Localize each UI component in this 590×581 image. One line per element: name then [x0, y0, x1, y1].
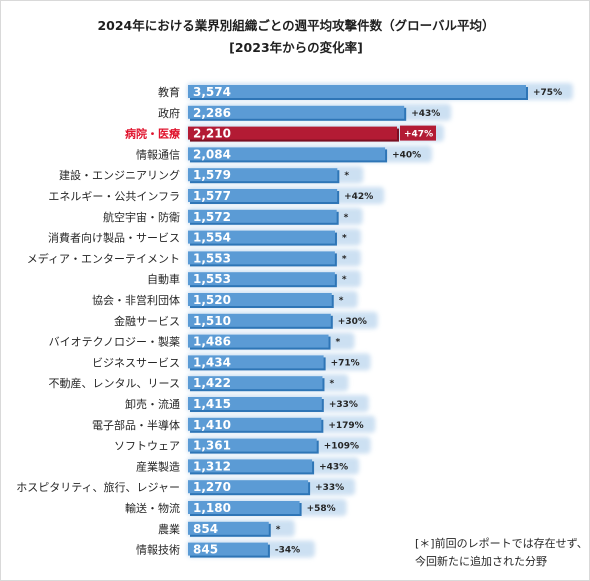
bar [188, 189, 338, 202]
change-label: * [342, 254, 347, 264]
bar [188, 230, 335, 244]
value-label: 1,520 [193, 293, 231, 307]
change-label: +58% [307, 504, 336, 514]
value-label: 2,210 [193, 127, 231, 141]
change-label: +43% [411, 109, 440, 119]
bar [188, 334, 329, 348]
category-label: 卸売・流通 [125, 397, 180, 411]
category-label: バイオテクノロジー・製薬 [49, 335, 180, 349]
change-label: * [339, 296, 344, 306]
category-label: メディア・エンターテイメント [27, 251, 180, 265]
value-label: 1,361 [193, 439, 231, 453]
category-label: 農業 [158, 522, 180, 536]
category-label: 金融サービス [114, 314, 180, 328]
value-label: 1,553 [193, 272, 231, 286]
bar [188, 480, 309, 494]
value-label: 1,579 [193, 168, 231, 182]
change-label: +43% [319, 462, 348, 472]
chart-subtitle: [2023年からの変化率] [229, 40, 363, 55]
change-label: +42% [344, 192, 373, 202]
bar [188, 417, 322, 431]
change-label: +33% [315, 483, 344, 493]
bar [188, 438, 317, 452]
category-label: 自動車 [147, 272, 180, 286]
change-label: * [342, 234, 347, 244]
value-label: 854 [193, 522, 218, 536]
category-label: ソフトウェア [114, 440, 180, 453]
category-label: 輸送・物流 [125, 501, 180, 515]
change-label: -34% [275, 546, 300, 556]
bar [188, 293, 332, 306]
category-label: 情報通信 [136, 148, 180, 161]
value-label: 1,434 [193, 355, 231, 369]
category-label: 消費者向け製品・サービス [48, 231, 180, 245]
value-label: 1,415 [193, 397, 231, 411]
category-label: 政府 [158, 106, 180, 120]
footnote-line-2: 今回新たに追加された分野 [415, 555, 547, 568]
category-label: 協会・非営利団体 [92, 293, 180, 307]
bar [188, 105, 405, 119]
category-label: ビジネスサービス [92, 356, 180, 369]
bar [188, 459, 313, 473]
value-label: 1,180 [193, 501, 231, 515]
value-label: 3,574 [193, 85, 231, 99]
bar [188, 376, 323, 390]
value-label: 1,422 [193, 376, 231, 390]
value-label: 1,312 [193, 459, 231, 473]
bar [188, 355, 324, 369]
change-label: +30% [338, 317, 367, 327]
change-label: +47% [404, 130, 433, 140]
change-label: +40% [392, 150, 421, 160]
change-label-bg [400, 125, 437, 141]
change-label: * [342, 275, 347, 285]
chart-title: 2024年における業界別組織ごとの週平均攻撃件数（グローバル平均） [97, 18, 495, 33]
bar [188, 542, 268, 556]
category-label: 情報技術 [136, 544, 180, 557]
category-label: 建設・エンジニアリング [59, 168, 180, 182]
value-label: 1,554 [193, 231, 231, 245]
category-label: 不動産、レンタル、リース [49, 376, 180, 390]
bar [188, 272, 335, 286]
category-label: 航空宇宙・防衛 [103, 210, 180, 224]
change-label: * [329, 379, 334, 389]
value-label: 1,270 [193, 480, 231, 494]
change-label: * [344, 213, 349, 223]
value-label: 1,553 [193, 251, 231, 265]
bar [188, 168, 338, 182]
value-label: 1,577 [193, 189, 231, 203]
bar [188, 521, 269, 535]
change-label: +71% [331, 358, 360, 368]
change-label: * [344, 171, 349, 181]
value-label: 1,486 [193, 335, 231, 349]
category-label: 病院・医療 [125, 127, 181, 141]
bar [188, 126, 398, 140]
value-label: 845 [193, 543, 218, 557]
category-label: エネルギー・公共インフラ [48, 190, 180, 203]
change-label: * [276, 525, 281, 535]
footnote-line-1: [＊]前回のレポートでは存在せず、 [415, 537, 588, 550]
change-label: * [336, 338, 341, 348]
category-label: 電子部品・半導体 [92, 418, 180, 432]
value-label: 1,410 [193, 418, 231, 432]
bar [188, 147, 386, 161]
value-label: 1,510 [193, 314, 231, 328]
category-label: ホスピタリティ、旅行、レジャー [16, 480, 180, 494]
change-label: +109% [324, 442, 359, 452]
value-label: 2,286 [193, 106, 231, 120]
bar [188, 209, 337, 223]
category-label: 教育 [158, 85, 180, 99]
value-label: 2,084 [193, 147, 231, 161]
category-label: 産業製造 [136, 459, 180, 473]
change-label: +179% [328, 421, 363, 431]
bar [188, 397, 322, 410]
bar [188, 501, 300, 514]
bar [188, 251, 335, 265]
bar [188, 85, 526, 98]
change-label: +75% [533, 88, 562, 98]
change-label: +33% [329, 400, 358, 410]
value-label: 1,572 [193, 210, 231, 224]
bar [188, 313, 331, 327]
